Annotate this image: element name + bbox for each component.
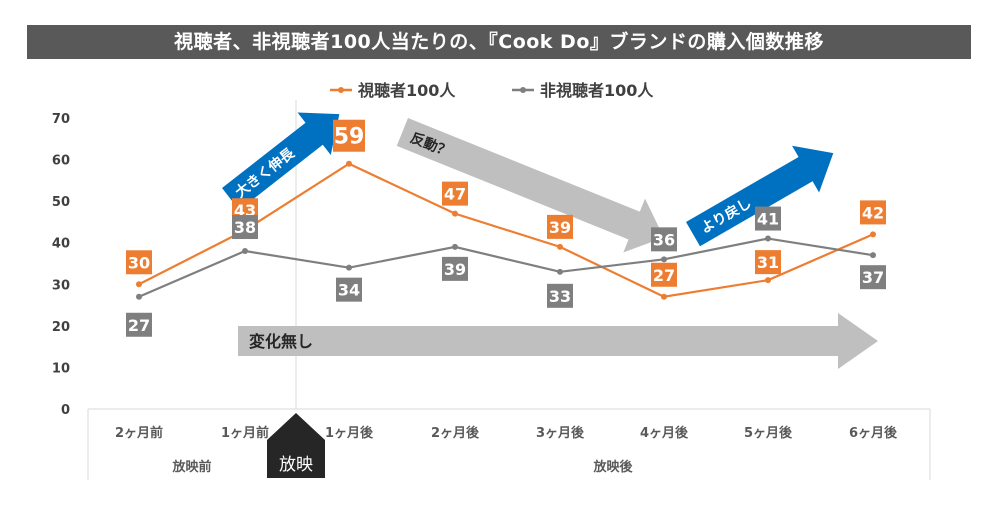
data-point <box>452 210 458 217</box>
no-change-label: 変化無し <box>249 332 313 351</box>
data-point <box>136 293 142 300</box>
data-label-box <box>860 265 886 290</box>
data-point <box>661 293 667 300</box>
data-point <box>870 231 876 238</box>
rebound-arrow-shape <box>396 118 664 253</box>
data-label-box <box>333 119 365 152</box>
data-label: 39 <box>444 260 466 279</box>
legend-item-nonviewers: 非視聴者100人 <box>512 81 654 100</box>
legend-label-nonviewers: 非視聴者100人 <box>540 81 654 100</box>
data-label: 39 <box>549 218 571 237</box>
data-label-box <box>860 200 886 225</box>
recovery-arrow: より戻し <box>686 145 834 247</box>
data-label-box <box>755 250 781 275</box>
x-tick-label: 1ヶ月前 <box>221 425 269 441</box>
x-tick-label: 4ヶ月後 <box>640 425 689 441</box>
data-label-box <box>126 250 152 275</box>
legend: 視聴者100人 非視聴者100人 <box>330 81 654 100</box>
data-point <box>557 268 563 275</box>
data-point <box>346 160 352 167</box>
data-label-box <box>651 227 677 252</box>
x-axis: 2ヶ月前 1ヶ月前 1ヶ月後 2ヶ月後 3ヶ月後 4ヶ月後 5ヶ月後 6ヶ月後 <box>115 425 898 441</box>
data-label-box <box>442 181 468 206</box>
data-point <box>870 252 876 259</box>
data-label-box <box>651 262 677 287</box>
data-point <box>557 243 563 250</box>
x-tick-label: 6ヶ月後 <box>849 425 898 441</box>
x-tick-label: 1ヶ月後 <box>325 425 374 441</box>
data-label: 36 <box>653 230 675 249</box>
period-label-after: 放映後 <box>592 459 633 475</box>
series-line <box>138 162 874 298</box>
data-label-box <box>336 277 362 302</box>
data-label: 37 <box>862 268 884 287</box>
data-label: 38 <box>234 218 256 237</box>
y-tick-label: 40 <box>52 237 70 252</box>
no-change-arrow-shape <box>238 313 878 369</box>
x-tick-label: 2ヶ月前 <box>115 425 163 441</box>
data-label-box <box>547 283 573 308</box>
series-layer <box>136 160 876 300</box>
data-label: 47 <box>444 185 466 204</box>
data-label-box <box>755 206 781 231</box>
broadcast-marker-label: 放映 <box>279 455 313 475</box>
data-label-box <box>126 312 152 337</box>
y-tick-label: 0 <box>61 403 70 418</box>
data-point <box>242 248 248 255</box>
data-label: 27 <box>128 316 150 335</box>
data-point <box>765 235 771 242</box>
legend-label-viewers: 視聴者100人 <box>357 81 456 100</box>
y-tick-label: 70 <box>52 112 70 127</box>
data-point <box>661 256 667 263</box>
x-tick-label: 2ヶ月後 <box>431 425 480 441</box>
broadcast-marker-shape <box>267 413 325 478</box>
data-label-box <box>232 215 258 240</box>
chart-title: 視聴者、非視聴者100人当たりの、『Cook Do』ブランドの購入個数推移 <box>27 25 971 59</box>
data-label: 31 <box>757 253 779 272</box>
data-label: 33 <box>549 287 571 306</box>
growth-arrow-shape <box>222 112 340 211</box>
y-tick-label: 60 <box>52 154 70 169</box>
legend-item-viewers: 視聴者100人 <box>330 81 456 100</box>
x-tick-label: 5ヶ月後 <box>744 425 793 441</box>
data-point <box>765 277 771 284</box>
data-label: 59 <box>334 125 365 150</box>
data-label-box <box>442 256 468 281</box>
no-change-arrow: 変化無し <box>238 313 878 369</box>
y-tick-label: 30 <box>52 278 70 293</box>
period-label-before: 放映前 <box>171 459 211 475</box>
y-tick-label: 10 <box>52 361 70 376</box>
recovery-arrow-shape <box>686 145 834 247</box>
data-label: 27 <box>653 266 675 285</box>
data-point <box>452 243 458 250</box>
data-label: 30 <box>128 253 150 272</box>
data-label: 41 <box>757 210 779 229</box>
y-axis: 0 10 20 30 40 50 60 70 <box>52 112 70 418</box>
legend-marker-nonviewers <box>520 87 526 93</box>
rebound-arrow: 反動？ <box>396 118 664 253</box>
data-label: 42 <box>862 203 884 222</box>
legend-marker-viewers <box>338 87 344 93</box>
y-tick-label: 50 <box>52 195 70 210</box>
x-tick-label: 3ヶ月後 <box>536 425 585 441</box>
data-label: 34 <box>338 281 360 300</box>
series-line <box>138 237 874 298</box>
broadcast-marker: 放映 <box>267 413 325 478</box>
data-label-box <box>547 214 573 239</box>
data-point <box>346 264 352 271</box>
y-tick-label: 20 <box>52 320 70 335</box>
data-point <box>136 281 142 288</box>
